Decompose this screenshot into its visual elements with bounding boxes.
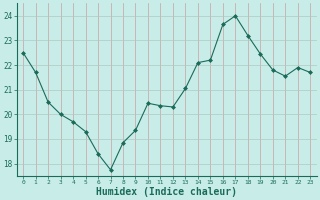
X-axis label: Humidex (Indice chaleur): Humidex (Indice chaleur)	[96, 186, 237, 197]
